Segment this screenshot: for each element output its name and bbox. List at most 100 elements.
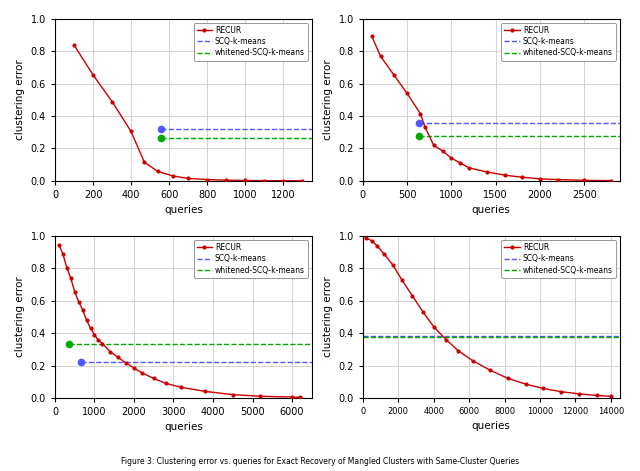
RECUR (130, 365, 138, 371)
RECUR (86, 325, 94, 331)
RECUR (447, 155, 455, 161)
Line: RECUR: RECUR (370, 34, 613, 183)
SCQ-k-means (157, 126, 164, 132)
RECUR (75, 299, 83, 304)
RECUR (99, 341, 106, 347)
RECUR (438, 148, 446, 154)
RECUR (169, 173, 177, 179)
RECUR (59, 251, 67, 257)
RECUR (150, 376, 157, 382)
RECUR (430, 142, 438, 148)
RECUR (89, 72, 97, 78)
RECUR (67, 276, 75, 281)
RECUR (296, 395, 304, 400)
SCQ-k-means (415, 121, 422, 126)
RECUR (580, 178, 588, 183)
RECUR (469, 358, 477, 364)
Legend: RECUR, SCQ-k-means, whitened-SCQ-k-means: RECUR, SCQ-k-means, whitened-SCQ-k-means (193, 240, 308, 277)
RECUR (554, 177, 561, 182)
X-axis label: queries: queries (164, 205, 203, 215)
RECUR (557, 389, 565, 395)
SCQ-k-means (616, 121, 623, 126)
RECUR (368, 33, 376, 39)
RECUR (229, 392, 237, 398)
Y-axis label: clustering error: clustering error (15, 276, 25, 357)
Legend: RECUR, SCQ-k-means, whitened-SCQ-k-means: RECUR, SCQ-k-means, whitened-SCQ-k-means (501, 23, 616, 60)
RECUR (108, 99, 116, 105)
Legend: RECUR, SCQ-k-means, whitened-SCQ-k-means: RECUR, SCQ-k-means, whitened-SCQ-k-means (501, 240, 616, 277)
RECUR (154, 169, 161, 174)
RECUR (486, 367, 494, 373)
RECUR (63, 265, 70, 270)
Line: RECUR: RECUR (57, 243, 302, 399)
RECUR (141, 159, 148, 165)
RECUR (241, 178, 249, 183)
RECUR (419, 309, 427, 315)
Line: RECUR: RECUR (364, 236, 613, 398)
whitened-SCQ-k-means (157, 135, 164, 141)
RECUR (607, 393, 614, 399)
RECUR (465, 165, 473, 171)
RECUR (115, 355, 122, 360)
RECUR (257, 393, 264, 399)
RECUR (106, 349, 114, 355)
RECUR (70, 42, 78, 48)
RECUR (83, 317, 90, 323)
RECUR (536, 176, 544, 182)
RECUR (122, 360, 130, 366)
Line: RECUR: RECUR (72, 43, 305, 183)
RECUR (593, 393, 600, 398)
RECUR (377, 53, 385, 59)
RECUR (298, 178, 306, 184)
RECUR (368, 238, 376, 244)
X-axis label: queries: queries (164, 422, 203, 432)
RECUR (127, 129, 135, 134)
RECUR (184, 176, 192, 181)
RECUR (430, 324, 438, 330)
RECUR (280, 178, 287, 184)
RECUR (607, 178, 614, 184)
RECUR (504, 376, 512, 382)
RECUR (454, 348, 462, 354)
RECUR (222, 178, 230, 183)
RECUR (389, 262, 397, 268)
RECUR (362, 235, 370, 241)
RECUR (260, 178, 268, 184)
RECUR (408, 293, 416, 299)
RECUR (91, 332, 99, 338)
RECUR (540, 386, 547, 391)
RECUR (500, 172, 508, 178)
RECUR (177, 384, 185, 390)
RECUR (380, 251, 388, 257)
whitened-SCQ-k-means (616, 133, 623, 138)
X-axis label: queries: queries (472, 422, 511, 431)
Legend: RECUR, SCQ-k-means, whitened-SCQ-k-means: RECUR, SCQ-k-means, whitened-SCQ-k-means (193, 23, 308, 60)
whitened-SCQ-k-means (415, 133, 422, 138)
RECUR (421, 124, 429, 130)
RECUR (201, 389, 209, 394)
RECUR (442, 337, 450, 342)
X-axis label: queries: queries (472, 205, 511, 215)
RECUR (518, 174, 526, 180)
RECUR (575, 391, 583, 397)
RECUR (204, 177, 211, 182)
RECUR (403, 90, 411, 96)
RECUR (522, 382, 530, 387)
RECUR (390, 72, 397, 78)
SCQ-k-means (308, 126, 316, 132)
RECUR (162, 381, 170, 386)
RECUR (79, 307, 86, 312)
RECUR (456, 160, 464, 166)
RECUR (373, 243, 381, 249)
Y-axis label: clustering error: clustering error (15, 59, 25, 140)
Y-axis label: clustering error: clustering error (323, 276, 333, 357)
Text: Figure 3: Clustering error vs. queries for Exact Recovery of Mangled Clusters wi: Figure 3: Clustering error vs. queries f… (121, 457, 519, 466)
RECUR (55, 242, 63, 248)
RECUR (398, 277, 406, 283)
RECUR (95, 338, 102, 343)
RECUR (483, 169, 491, 175)
RECUR (71, 289, 79, 295)
RECUR (417, 111, 424, 116)
whitened-SCQ-k-means (308, 135, 316, 141)
RECUR (138, 370, 146, 375)
